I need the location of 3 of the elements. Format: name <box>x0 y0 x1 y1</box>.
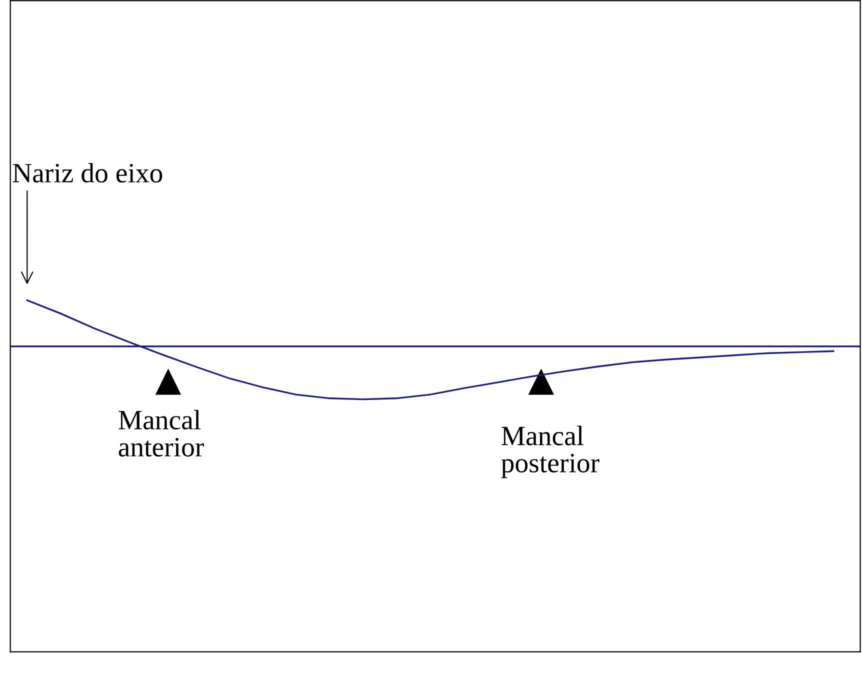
text: Nariz do eixo <box>12 162 162 183</box>
text: Mancal anterior <box>118 410 204 457</box>
text: Mancal posterior <box>501 426 600 478</box>
